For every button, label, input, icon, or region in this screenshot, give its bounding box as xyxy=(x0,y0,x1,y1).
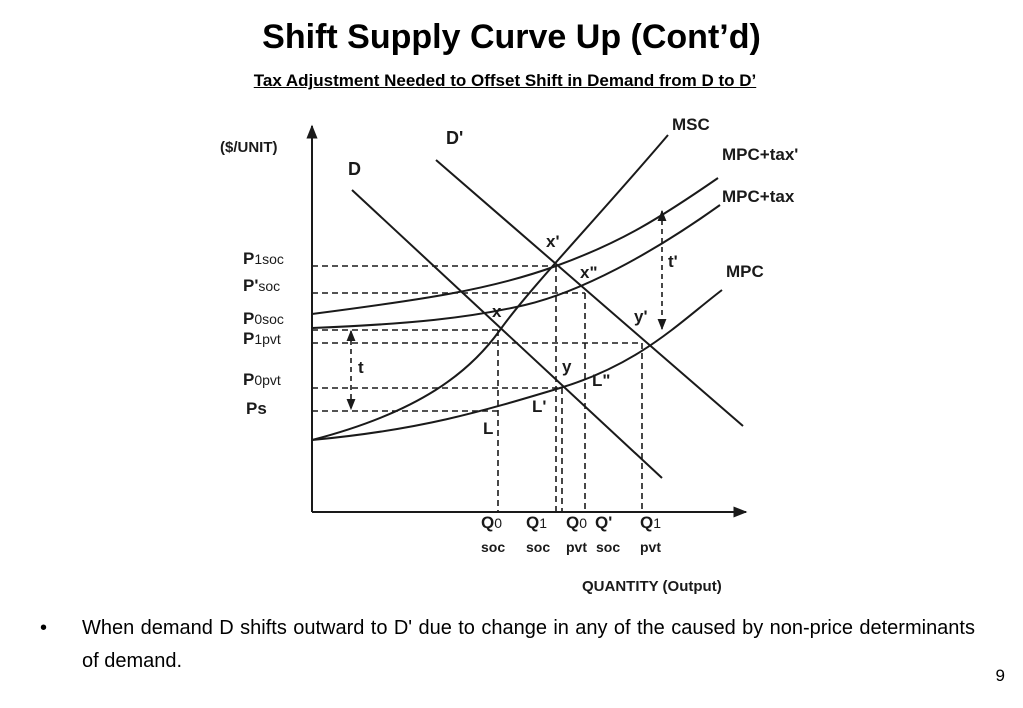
page-number: 9 xyxy=(995,666,1005,685)
slide-title: Shift Supply Curve Up (Cont’d) xyxy=(262,18,761,56)
y-axis-label: ($/UNIT) xyxy=(220,139,278,156)
price-label-p1soc: P1soc xyxy=(243,249,284,268)
x-axis-label: QUANTITY (Output) xyxy=(582,578,722,595)
qty-label-q1pvt: Q1 xyxy=(640,513,661,532)
qty-label-qprime-soc-bottom: soc xyxy=(596,539,620,555)
label-y: y xyxy=(562,357,572,376)
label-x-prime: x' xyxy=(546,232,560,251)
label-x: x xyxy=(492,302,502,321)
mpc-tax-curve xyxy=(311,204,721,329)
mpc-curve xyxy=(311,289,723,441)
demand-curve-d-prime xyxy=(435,159,744,427)
label-t: t xyxy=(358,358,364,377)
slide-subtitle: Tax Adjustment Needed to Offset Shift in… xyxy=(253,71,757,90)
qty-label-qprime-soc: Q' xyxy=(595,513,612,532)
label-d: D xyxy=(348,159,361,179)
bullet-text: When demand D shifts outward to D' due t… xyxy=(82,617,975,672)
qty-label-q0pvt-bottom: pvt xyxy=(566,539,587,555)
qty-label-q1pvt-bottom: pvt xyxy=(640,539,661,555)
msc-curve xyxy=(311,134,669,441)
label-d-prime: D' xyxy=(446,128,463,148)
qty-label-q1soc-bottom: soc xyxy=(526,539,550,555)
label-y-prime: y' xyxy=(634,307,648,326)
price-label-p1pvt: P1pvt xyxy=(243,329,281,348)
label-mpc-tax-prime: MPC+tax' xyxy=(722,145,798,164)
label-msc: MSC xyxy=(672,115,710,134)
qty-label-q1soc: Q1 xyxy=(526,513,547,532)
label-l: L xyxy=(483,419,493,438)
price-label-pprime-soc: P'soc xyxy=(243,276,280,295)
label-x-dprime: x" xyxy=(580,263,598,282)
qty-label-q0soc: Q0 xyxy=(481,513,502,532)
label-l-dprime: L" xyxy=(592,371,610,390)
label-t-prime: t' xyxy=(668,252,678,271)
label-l-prime: L' xyxy=(532,397,546,416)
price-label-p0pvt: P0pvt xyxy=(243,370,281,389)
label-mpc: MPC xyxy=(726,262,764,281)
qty-label-q0pvt: Q0 xyxy=(566,513,587,532)
quantity-guides xyxy=(497,266,643,512)
price-label-p0soc: P0soc xyxy=(243,309,284,328)
label-mpc-tax: MPC+tax xyxy=(722,187,795,206)
bullet-marker: • xyxy=(40,617,48,639)
demand-curve-d xyxy=(351,189,663,479)
qty-label-q0soc-bottom: soc xyxy=(481,539,505,555)
price-label-ps: Ps xyxy=(246,399,267,418)
